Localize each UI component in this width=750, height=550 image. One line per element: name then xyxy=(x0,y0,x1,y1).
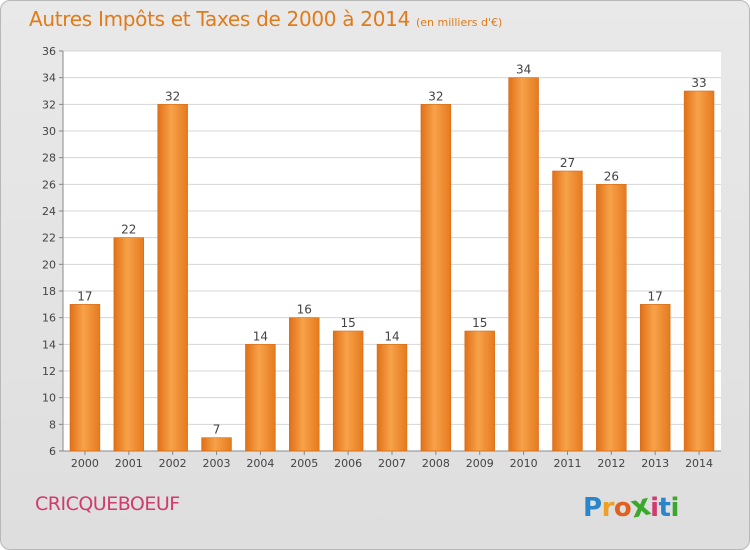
bar xyxy=(420,104,452,452)
bar xyxy=(464,330,495,452)
x-tick-label: 2002 xyxy=(159,457,187,470)
bar xyxy=(69,304,101,452)
y-tick-label: 24 xyxy=(42,205,56,218)
data-label: 15 xyxy=(472,316,487,330)
bar xyxy=(245,344,276,452)
bar xyxy=(376,344,408,452)
data-label: 22 xyxy=(121,223,136,237)
chart-title: Autres Impôts et Taxes de 2000 à 2014 xyxy=(29,7,410,31)
bar xyxy=(639,304,671,452)
x-tick-label: 2007 xyxy=(378,457,406,470)
y-tick-label: 10 xyxy=(42,392,56,405)
y-tick-label: 34 xyxy=(42,72,56,85)
logo-letter: o xyxy=(613,493,632,523)
data-label: 17 xyxy=(648,289,663,303)
logo-letter: i xyxy=(650,493,659,523)
data-label: 32 xyxy=(428,89,443,103)
y-tick-label: 32 xyxy=(42,98,56,111)
x-tick-label: 2014 xyxy=(685,457,713,470)
y-tick-label: 28 xyxy=(42,152,56,165)
x-tick-label: 2011 xyxy=(553,457,581,470)
commune-name: CRICQUEBOEUF xyxy=(35,493,180,515)
data-label: 34 xyxy=(516,63,531,77)
x-tick-label: 2001 xyxy=(115,457,143,470)
y-tick-label: 8 xyxy=(49,418,56,431)
y-tick-label: 36 xyxy=(42,45,56,58)
bar xyxy=(113,237,145,452)
chart-subtitle: (en milliers d'€) xyxy=(416,16,503,29)
data-label: 7 xyxy=(213,423,221,437)
y-tick-label: 14 xyxy=(42,338,56,351)
x-tick-label: 2005 xyxy=(290,457,318,470)
y-tick-label: 6 xyxy=(49,445,56,458)
bar xyxy=(332,330,364,452)
x-tick-label: 2008 xyxy=(422,457,450,470)
data-label: 17 xyxy=(77,289,92,303)
bar xyxy=(552,170,583,452)
data-label: 33 xyxy=(691,76,706,90)
data-label: 15 xyxy=(340,316,355,330)
bar xyxy=(157,104,188,452)
x-tick-label: 2000 xyxy=(71,457,99,470)
data-label: 14 xyxy=(384,329,399,343)
data-label: 27 xyxy=(560,156,575,170)
proxiti-logo: Proxiti xyxy=(583,487,679,525)
data-label: 16 xyxy=(297,303,312,317)
bar xyxy=(596,184,627,452)
x-tick-label: 2010 xyxy=(510,457,538,470)
x-tick-label: 2012 xyxy=(597,457,625,470)
y-tick-label: 12 xyxy=(42,365,56,378)
y-tick-label: 30 xyxy=(42,125,56,138)
data-label: 32 xyxy=(165,89,180,103)
bar xyxy=(508,77,539,452)
chart-title-block: Autres Impôts et Taxes de 2000 à 2014 (en… xyxy=(29,7,502,31)
bar xyxy=(201,437,232,452)
bar xyxy=(289,317,320,452)
bar xyxy=(683,90,715,452)
y-tick-label: 26 xyxy=(42,178,56,191)
y-tick-label: 20 xyxy=(42,258,56,271)
y-tick-label: 22 xyxy=(42,232,56,245)
data-label: 26 xyxy=(604,169,619,183)
data-label: 14 xyxy=(253,329,268,343)
y-tick-label: 16 xyxy=(42,312,56,325)
x-tick-label: 2004 xyxy=(246,457,274,470)
logo-letter: t xyxy=(658,493,671,523)
y-tick-label: 18 xyxy=(42,285,56,298)
x-tick-label: 2006 xyxy=(334,457,362,470)
x-tick-label: 2003 xyxy=(203,457,231,470)
logo-letter: i xyxy=(670,493,679,523)
x-tick-label: 2013 xyxy=(641,457,669,470)
logo-letter: P xyxy=(583,493,602,523)
x-tick-label: 2009 xyxy=(466,457,494,470)
logo-letter: r xyxy=(601,493,615,523)
